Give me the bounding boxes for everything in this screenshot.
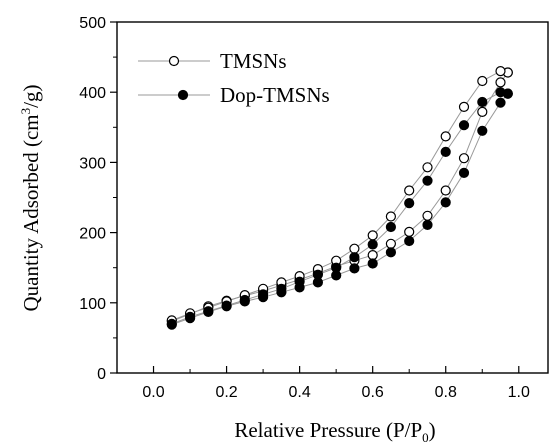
adsorption-point (458, 153, 470, 164)
y-axis-title: Quantity Adsorbed (cm3/g) (18, 85, 43, 312)
desorption-point (385, 221, 396, 233)
desorption-point (495, 65, 506, 77)
desorption-point (495, 87, 506, 98)
adsorption-point (458, 167, 470, 178)
desorption-point (422, 162, 433, 173)
y-tick-label: 300 (79, 155, 106, 172)
y-axis-title-sup: 3 (18, 108, 33, 115)
x-tick-label: 1.0 (508, 384, 530, 401)
desorption-point (404, 198, 415, 209)
desorption-point (440, 146, 451, 157)
desorption-point (477, 96, 488, 108)
series-dop-tmsns (166, 87, 513, 330)
adsorption-point (440, 197, 451, 208)
legend-marker-tmsns (168, 55, 180, 67)
y-axis-title-end: /g) (19, 85, 43, 108)
x-axis-title-main: Relative Pressure (P/P (234, 418, 422, 442)
desorption-line (171, 70, 508, 321)
x-tick-label: 0.0 (142, 384, 164, 401)
adsorption-point (495, 97, 506, 108)
y-tick-label: 400 (79, 85, 106, 102)
desorption-point (440, 131, 451, 142)
adsorption-point (404, 226, 415, 237)
x-tick-label: 0.6 (362, 384, 384, 401)
desorption-point (203, 306, 214, 317)
desorption-point (258, 289, 269, 300)
y-tick-label: 100 (79, 296, 106, 313)
y-tick-label: 500 (79, 15, 106, 32)
axis-ticks: 0.0 0.2 0.4 0.6 0.8 1.0 0 100 200 300 400 500 (79, 15, 530, 401)
adsorption-point (477, 106, 488, 118)
desorption-point (185, 311, 196, 322)
x-tick-label: 0.2 (215, 384, 237, 401)
x-tick-label: 0.4 (289, 384, 311, 401)
desorption-point (349, 243, 360, 254)
desorption-point (331, 262, 342, 273)
adsorption-line (171, 72, 509, 322)
desorption-point (166, 318, 177, 329)
adsorption-point (367, 250, 378, 261)
adsorption-point (422, 210, 433, 221)
x-axis-title: Relative Pressure (P/P0) (234, 418, 435, 445)
adsorption-point (404, 235, 415, 247)
desorption-point (458, 101, 470, 113)
x-tick-label: 0.8 (435, 384, 457, 401)
legend: TMSNs Dop-TMSNs (138, 49, 330, 107)
desorption-point (477, 75, 488, 87)
desorption-point (294, 276, 305, 287)
desorption-point (239, 294, 250, 306)
desorption-point (367, 239, 378, 250)
desorption-point (458, 120, 470, 131)
desorption-point (221, 300, 232, 311)
legend-label-dop-tmsns: Dop-TMSNs (220, 83, 330, 107)
adsorption-line (171, 93, 509, 326)
series-layer (166, 65, 513, 330)
x-axis-title-sub: 0 (422, 430, 429, 445)
desorption-point (422, 175, 433, 186)
adsorption-point (367, 258, 378, 269)
y-axis-title-main: Quantity Adsorbed (cm (19, 114, 43, 311)
adsorption-point (385, 238, 396, 249)
x-axis-title-end: ) (429, 418, 436, 442)
y-tick-label: 0 (97, 366, 106, 383)
adsorption-point (422, 219, 433, 230)
adsorption-point (440, 185, 451, 196)
desorption-point (385, 211, 396, 222)
adsorption-point (349, 263, 360, 274)
desorption-point (349, 252, 360, 263)
desorption-point (276, 283, 287, 294)
adsorption-point (385, 247, 396, 258)
adsorption-point (477, 125, 488, 136)
desorption-point (312, 269, 323, 280)
adsorption-point (495, 77, 506, 88)
y-tick-label: 200 (79, 226, 106, 243)
legend-label-tmsns: TMSNs (220, 49, 287, 73)
desorption-point (404, 185, 415, 196)
legend-marker-dop-tmsns (177, 89, 189, 101)
desorption-line (171, 91, 508, 325)
desorption-point (367, 230, 378, 241)
